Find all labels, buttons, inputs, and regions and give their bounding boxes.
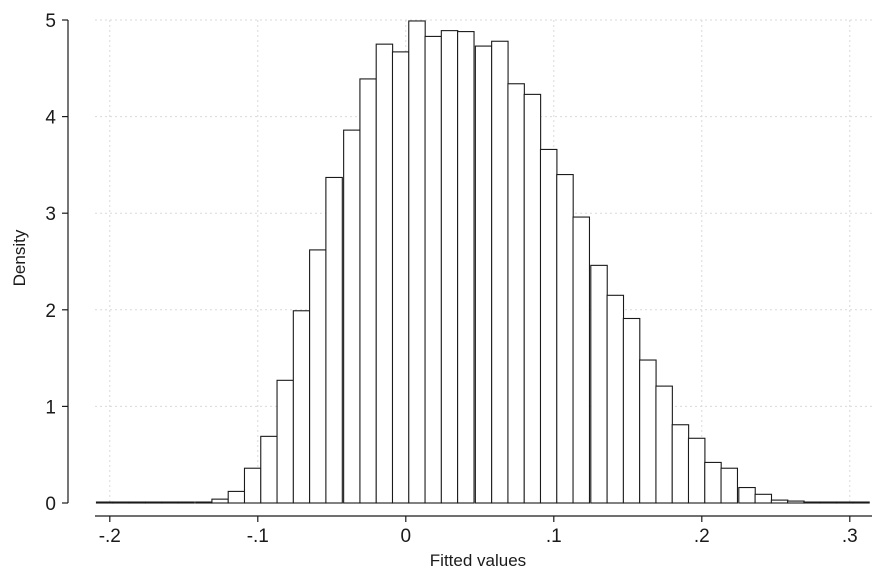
histogram-bar	[507, 83, 525, 504]
histogram-bar	[539, 148, 558, 504]
histogram-bar	[112, 501, 130, 504]
histogram-bar	[590, 264, 608, 504]
histogram-bar	[309, 249, 327, 504]
histogram-bar	[276, 379, 295, 504]
histogram-bar	[622, 317, 641, 504]
histogram-bar	[556, 174, 574, 504]
histogram-bar	[754, 493, 773, 504]
y-tick-label: 5	[45, 11, 56, 32]
histogram-bar	[720, 467, 739, 504]
histogram-bar	[671, 424, 690, 504]
histogram-bar	[655, 385, 673, 504]
histogram-bar	[440, 30, 459, 504]
histogram-bar	[491, 40, 509, 504]
x-tick-label: -.2	[99, 526, 121, 547]
axes	[62, 19, 872, 522]
y-tick-label: 0	[45, 494, 56, 515]
histogram-bar	[639, 359, 657, 504]
histogram-bar	[835, 501, 854, 504]
histogram-bar	[325, 176, 343, 504]
y-axis-title: Density	[10, 229, 29, 286]
histogram-bar	[424, 35, 443, 504]
x-tick-label: .3	[842, 526, 858, 547]
histogram-bar	[687, 437, 706, 504]
histogram-bar	[391, 51, 410, 504]
histogram-bar	[128, 501, 147, 504]
histogram-bar	[819, 501, 838, 504]
histogram-bar	[704, 461, 722, 504]
x-tick-label: .2	[694, 526, 710, 547]
histogram-bar	[474, 45, 493, 504]
y-tick-label: 2	[45, 301, 56, 322]
histogram-bar	[195, 501, 213, 504]
histogram-bar	[803, 501, 821, 504]
x-axis-title: Fitted values	[430, 551, 526, 570]
histogram-bar	[852, 501, 870, 504]
y-tick-label: 4	[45, 108, 56, 129]
histogram-bar	[359, 78, 377, 504]
histogram-bar	[144, 501, 163, 504]
histogram-bar	[787, 500, 805, 504]
histogram-bar	[177, 501, 195, 504]
histogram-bar	[572, 216, 591, 504]
histogram-bar	[95, 501, 114, 504]
histogram-bar	[738, 486, 756, 504]
histogram-bar	[457, 31, 475, 504]
histogram-bar	[408, 20, 426, 504]
histogram-bar	[161, 501, 179, 504]
histogram-bar	[211, 498, 229, 504]
x-tick-label: .1	[546, 526, 562, 547]
histogram-bars	[95, 20, 870, 504]
tick-labels: 0 1 2 3 4 5 -.2 -.1 0 .1 .2 .3	[45, 11, 857, 547]
y-tick-label: 3	[45, 204, 56, 225]
histogram-bar	[227, 490, 246, 504]
histogram-bar	[243, 467, 262, 504]
histogram-bar	[260, 435, 278, 504]
histogram-bar	[292, 310, 311, 504]
x-tick-label: 0	[401, 526, 412, 547]
histogram-bar	[606, 294, 625, 504]
histogram-bar	[770, 499, 789, 504]
x-tick-label: -.1	[247, 526, 269, 547]
y-tick-label: 1	[45, 397, 56, 418]
histogram-bar	[523, 93, 542, 504]
histogram-bar	[343, 129, 361, 504]
histogram-bar	[375, 43, 394, 504]
